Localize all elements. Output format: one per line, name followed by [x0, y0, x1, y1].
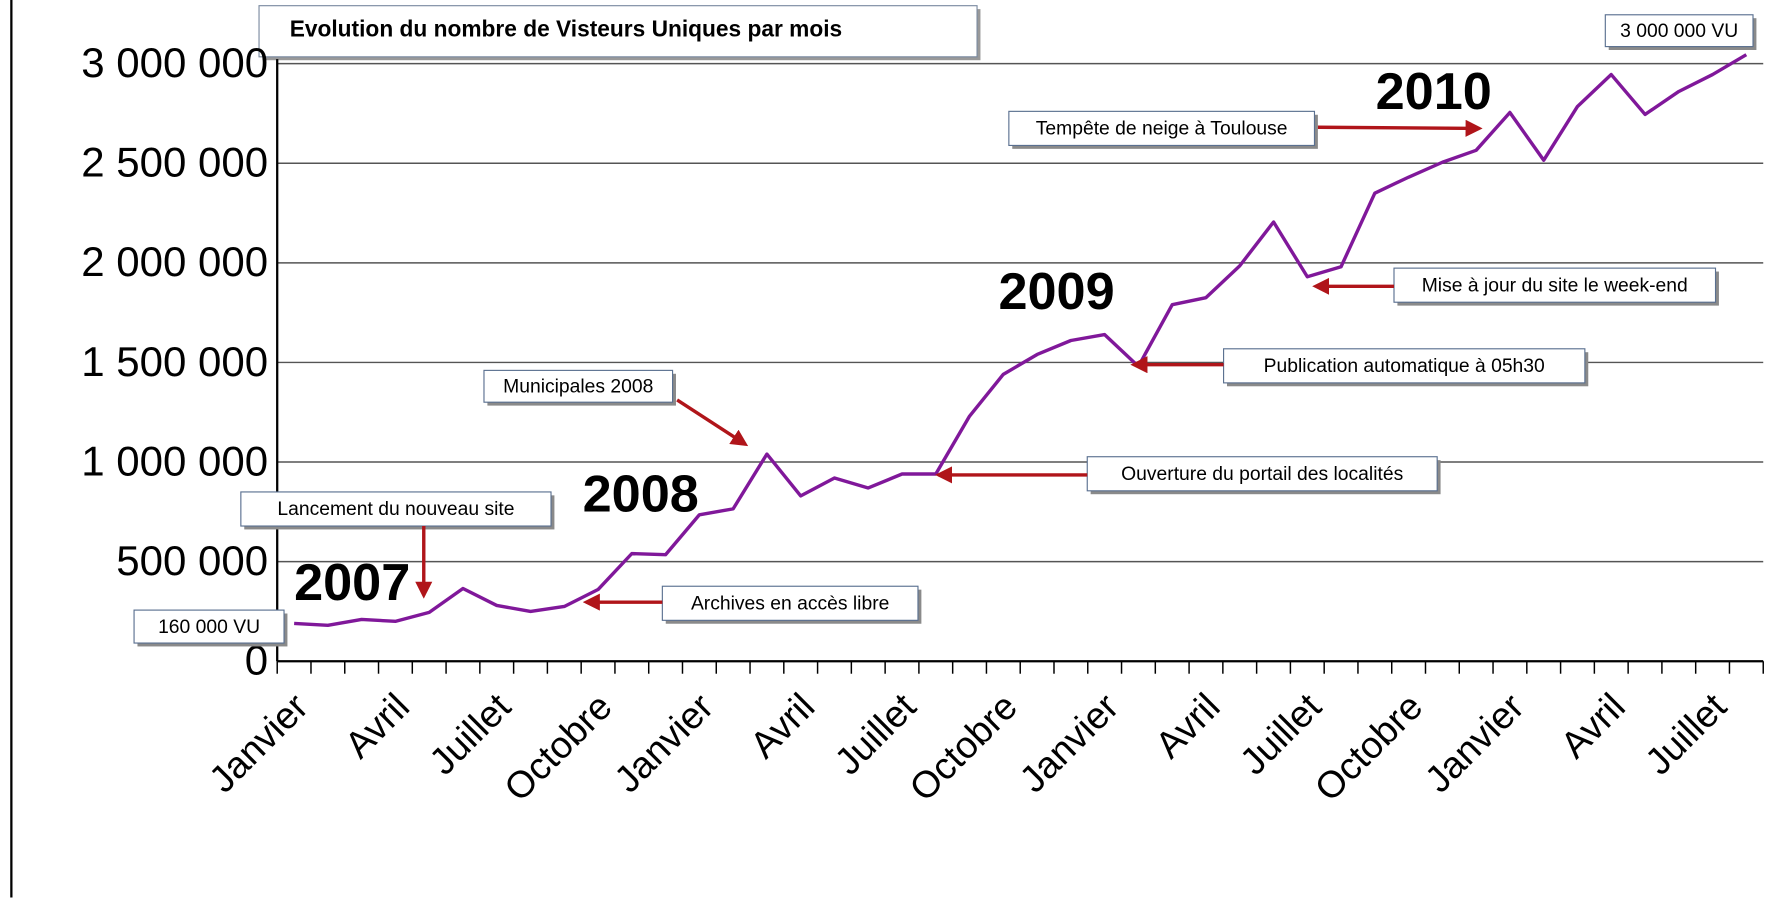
chart-title: Evolution du nombre de Visteurs Uniques …	[290, 16, 843, 42]
x-tick-label: Avril	[742, 685, 823, 766]
annotation-text: 160 000 VU	[158, 617, 260, 638]
annotation: Mise à jour du site le week-end	[1312, 267, 1719, 306]
annotation-arrow	[676, 398, 749, 447]
annotation-box	[1604, 14, 1754, 48]
year-label: 2008	[583, 465, 699, 523]
annotation-text: Archives en accès libre	[691, 594, 889, 615]
x-tick-label: Janvier	[1011, 685, 1126, 800]
x-tick-label: Octobre	[496, 685, 620, 809]
x-tick-label: Octobre	[1306, 685, 1430, 809]
annotation-box	[1086, 456, 1438, 492]
annotation: Ouverture du portail des localités	[935, 456, 1441, 495]
annotation: Tempête de neige à Toulouse	[1008, 110, 1483, 149]
annotation-text: Ouverture du portail des localités	[1121, 464, 1403, 485]
y-tick-label: 2 500 000	[81, 139, 268, 186]
annotation-box	[1008, 110, 1316, 147]
annotation-text: Municipales 2008	[503, 377, 653, 398]
annotation-box	[133, 609, 285, 644]
annotation-box	[240, 491, 552, 527]
annotation: Publication automatique à 05h30	[1130, 348, 1589, 387]
x-tick-label: Avril	[1147, 685, 1228, 766]
annotation-box	[1223, 348, 1586, 384]
annotation-text: Lancement du nouveau site	[277, 499, 514, 520]
annotation-arrow	[1317, 119, 1483, 137]
annotation-text: 3 000 000 VU	[1620, 21, 1738, 42]
x-tick-label: Octobre	[901, 685, 1025, 809]
y-tick-label: 1 000 000	[81, 437, 268, 484]
annotation-text: Tempête de neige à Toulouse	[1036, 119, 1288, 140]
annotation-box	[1393, 267, 1717, 303]
x-tick-label: Avril	[336, 685, 417, 766]
year-label: 2007	[294, 554, 410, 612]
year-label: 2010	[1376, 63, 1492, 121]
x-tick-label: Janvier	[201, 685, 316, 800]
annotation-box	[483, 369, 674, 403]
x-tick-label: Juillet	[1637, 685, 1735, 783]
annotation-text: Mise à jour du site le week-end	[1422, 275, 1688, 296]
annotation: Lancement du nouveau site	[240, 491, 555, 599]
annotation: Archives en accès libre	[582, 585, 922, 624]
data-line	[294, 53, 1748, 628]
annotation: Municipales 2008	[483, 369, 749, 447]
annotation-text: Publication automatique à 05h30	[1264, 356, 1545, 377]
y-tick-label: 2 000 000	[81, 238, 268, 285]
y-tick-label: 1 500 000	[81, 338, 268, 385]
annotation: 160 000 VU	[133, 609, 288, 647]
x-tick-label: Juillet	[826, 685, 924, 783]
year-label: 2009	[998, 263, 1114, 321]
y-tick-label: 3 000 000	[81, 39, 268, 86]
y-tick-label: 500 000	[116, 537, 268, 584]
x-tick-label: Janvier	[1417, 685, 1532, 800]
x-tick-label: Juillet	[1232, 685, 1330, 783]
x-tick-label: Avril	[1552, 685, 1633, 766]
x-tick-label: Janvier	[606, 685, 721, 800]
annotation: 3 000 000 VU	[1604, 14, 1757, 51]
y-tick-label: 0	[245, 637, 268, 684]
title-box	[258, 5, 978, 58]
x-tick-label: Juillet	[421, 685, 519, 783]
